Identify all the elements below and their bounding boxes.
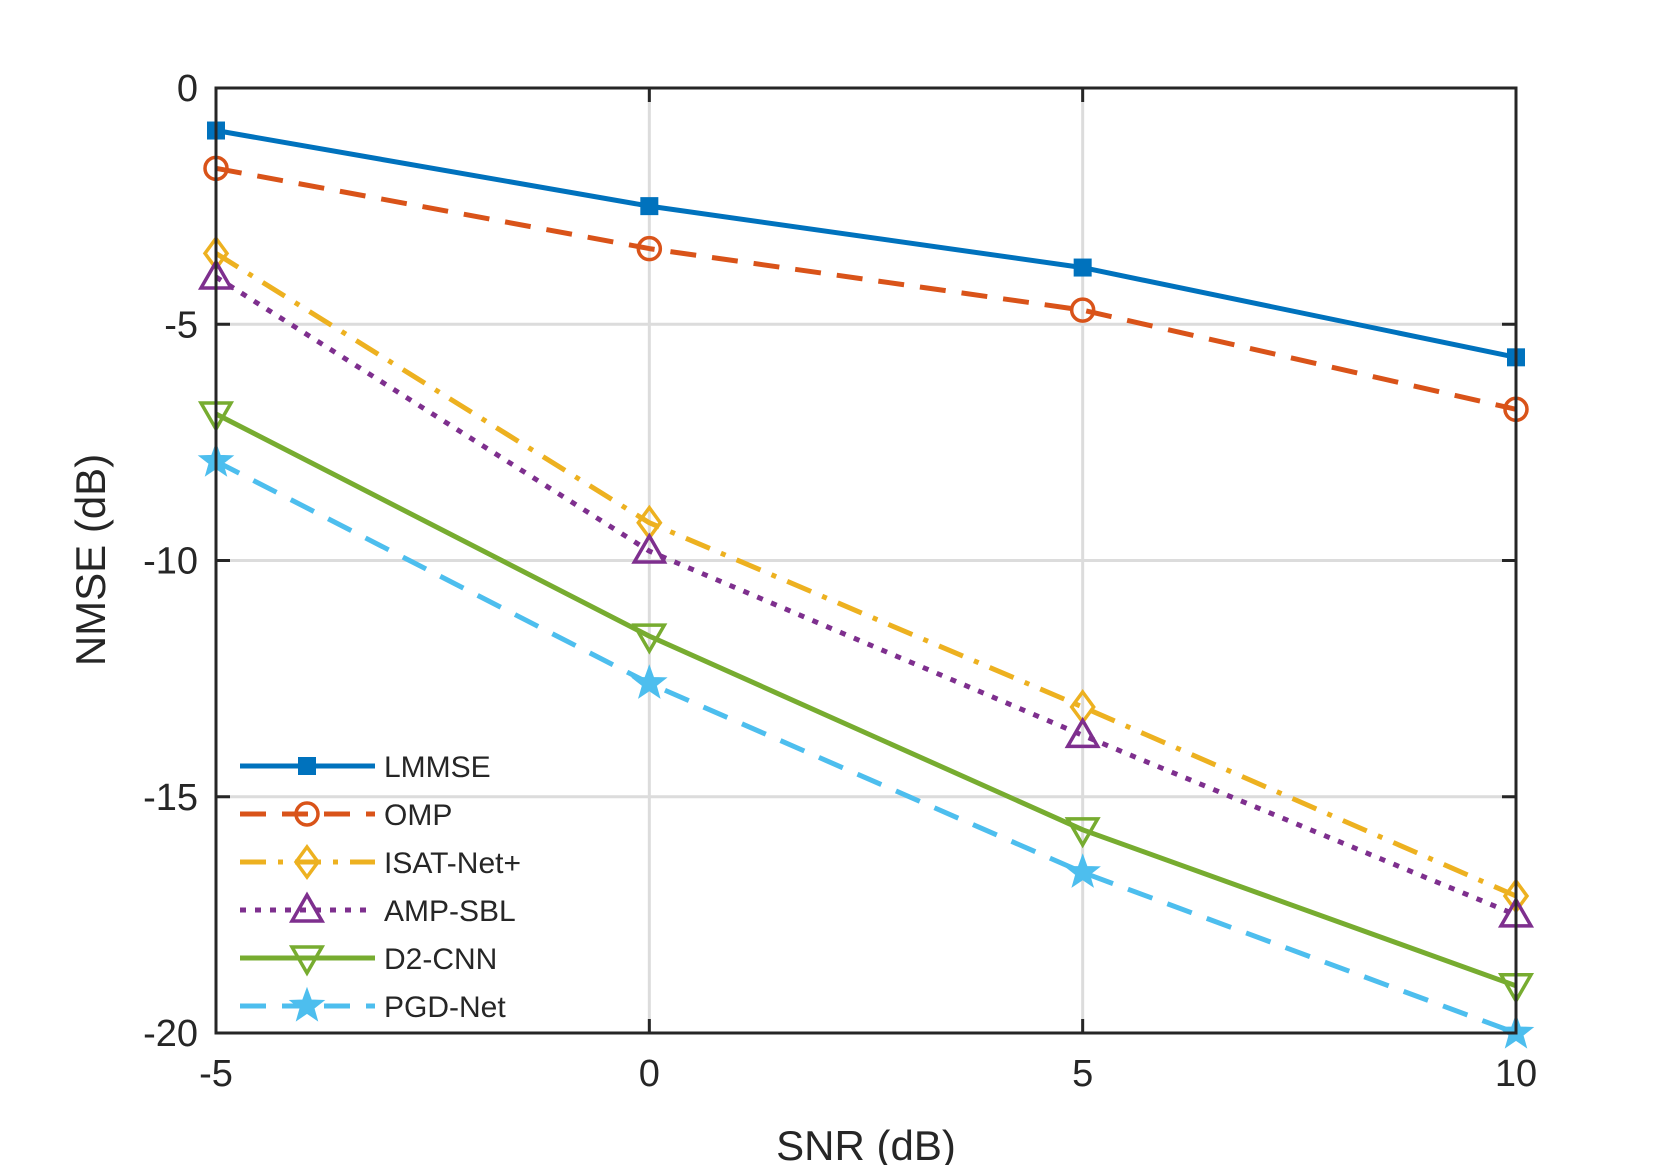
y-axis-label: NMSE (dB) [67,454,114,666]
legend-entry: PGD-Net [240,986,506,1024]
data-point [1064,853,1101,888]
legend-entry: OMP [240,799,452,832]
legend-entry: D2-CNN [240,943,497,977]
legend-label: D2-CNN [384,943,497,976]
x-axis-label: SNR (dB) [776,1122,956,1165]
legend-entry: ISAT-Net+ [240,844,521,880]
series-group [197,121,1535,1049]
legend-entry: LMMSE [240,751,491,784]
legend-marker [288,891,326,923]
x-tick-label: 0 [639,1053,660,1095]
x-tick-label: 5 [1072,1053,1093,1095]
y-tick-label: -15 [143,777,198,819]
x-tick-label: -5 [199,1053,233,1095]
y-tick-label: -10 [143,541,198,583]
axis-ticks: -5 0 5 10 0 -5 -10 -15 -20 [143,68,1537,1095]
y-tick-label: -5 [164,304,198,346]
data-point [631,623,668,655]
legend-label: LMMSE [384,751,491,784]
data-point [631,664,668,699]
legend-marker [288,945,326,977]
legend-label: PGD-Net [384,991,506,1024]
data-point [1064,716,1101,749]
data-point [631,532,668,564]
series-line [214,459,1517,1036]
series-line [214,251,1517,899]
legend-label: OMP [384,799,452,832]
legend-marker [294,801,320,827]
legend-label: ISAT-Net+ [384,847,521,880]
y-tick-label: 0 [177,68,198,110]
data-point [1069,297,1096,323]
legend-marker [293,844,321,880]
y-tick-label: -20 [143,1013,198,1055]
data-point [636,235,663,262]
series-line [214,411,1517,989]
series-line [215,128,1517,360]
series-line [214,274,1517,918]
data-point [640,197,659,216]
legend-label: AMP-SBL [384,895,516,928]
data-point [1073,258,1092,277]
legend-entry: AMP-SBL [240,891,516,928]
legend: LMMSE OMP ISAT-Net+ AMP-SBL D2-CNN PGD-Net [240,751,521,1024]
legend-marker [298,757,316,775]
series-line [215,165,1517,412]
legend-marker [288,986,326,1022]
x-tick-label: 10 [1495,1053,1537,1095]
data-point [1064,817,1101,849]
